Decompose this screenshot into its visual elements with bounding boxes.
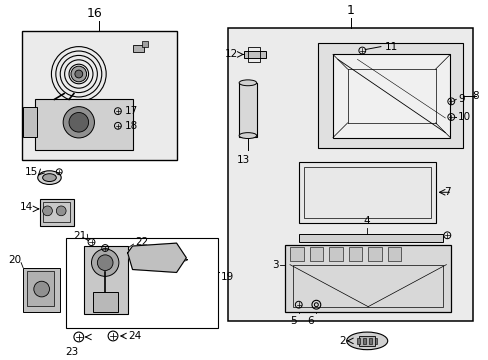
Bar <box>387 247 401 261</box>
Circle shape <box>42 206 52 216</box>
Text: 13: 13 <box>236 155 249 165</box>
Text: 8: 8 <box>471 90 478 100</box>
Ellipse shape <box>239 80 256 86</box>
Bar <box>285 245 450 311</box>
Bar <box>247 47 259 62</box>
Circle shape <box>71 66 86 82</box>
Bar <box>27 271 54 306</box>
Bar <box>348 247 362 261</box>
Polygon shape <box>127 243 186 273</box>
Bar <box>23 107 37 136</box>
Bar <box>244 50 265 58</box>
Text: 2: 2 <box>338 336 345 346</box>
Text: 3: 3 <box>272 260 279 270</box>
Text: 6: 6 <box>306 316 313 327</box>
Circle shape <box>91 249 119 276</box>
Bar <box>239 83 256 136</box>
Circle shape <box>34 281 49 297</box>
Bar <box>362 338 365 344</box>
Text: 5: 5 <box>290 316 297 327</box>
Text: 19: 19 <box>220 272 233 282</box>
Text: 11: 11 <box>384 42 397 51</box>
Bar <box>356 338 359 344</box>
Ellipse shape <box>239 132 256 139</box>
Bar <box>367 247 381 261</box>
Circle shape <box>63 107 94 138</box>
Bar <box>228 28 472 321</box>
Bar <box>328 247 342 261</box>
Bar <box>42 202 70 222</box>
Text: 15: 15 <box>24 167 38 177</box>
Bar <box>298 162 435 222</box>
Bar <box>132 45 144 53</box>
Text: 22: 22 <box>135 237 148 247</box>
Text: 9: 9 <box>457 94 464 104</box>
Bar <box>359 336 374 346</box>
Bar <box>332 54 449 138</box>
Bar <box>35 99 132 150</box>
Circle shape <box>56 206 66 216</box>
Text: 1: 1 <box>346 4 354 17</box>
Text: 24: 24 <box>128 331 142 341</box>
Text: 17: 17 <box>124 106 138 116</box>
Text: 10: 10 <box>457 112 470 122</box>
Text: 16: 16 <box>86 7 102 20</box>
Bar <box>93 292 118 311</box>
Text: 7: 7 <box>443 187 449 197</box>
Bar <box>292 265 443 307</box>
Bar <box>22 31 176 160</box>
Text: 12: 12 <box>224 49 238 59</box>
Text: 21: 21 <box>73 231 86 241</box>
Bar <box>23 267 60 311</box>
Ellipse shape <box>38 171 61 184</box>
Circle shape <box>97 255 113 270</box>
Bar <box>142 41 148 47</box>
Text: 18: 18 <box>124 121 138 131</box>
Circle shape <box>75 70 82 78</box>
Bar <box>83 246 127 315</box>
Text: 20: 20 <box>8 255 21 265</box>
Text: 4: 4 <box>363 216 370 226</box>
Bar <box>66 238 217 328</box>
Bar <box>368 338 371 344</box>
Bar <box>318 43 462 148</box>
Bar <box>40 199 74 226</box>
Bar <box>303 167 430 218</box>
Bar <box>298 234 443 242</box>
Text: 14: 14 <box>20 202 33 212</box>
Circle shape <box>69 113 88 132</box>
Bar <box>309 247 323 261</box>
Ellipse shape <box>346 332 387 350</box>
Bar <box>289 247 303 261</box>
Bar <box>374 338 377 344</box>
Text: 23: 23 <box>65 347 79 357</box>
Ellipse shape <box>42 174 56 181</box>
